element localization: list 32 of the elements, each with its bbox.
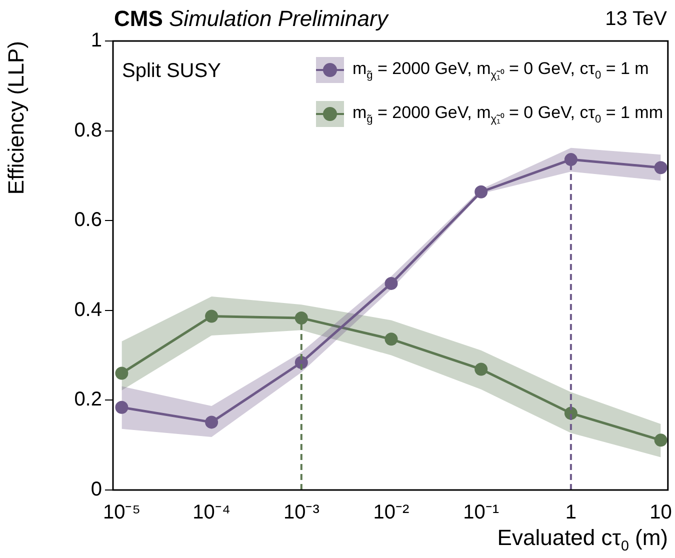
y-tick-label: 0.2 — [74, 388, 102, 411]
point — [474, 362, 488, 376]
point — [384, 276, 398, 290]
x-tick-label: 10⁻⁵ — [102, 502, 140, 524]
x-axis-title: Evaluated cτ$_{0}$ (m) — [497, 524, 668, 554]
y-tick-label: 0.6 — [74, 209, 102, 232]
point — [474, 185, 488, 198]
point — [294, 312, 308, 325]
y-tick-label: 0.8 — [74, 119, 102, 142]
x-tick-label: 10⁻³ — [283, 502, 320, 524]
y-tick-label: 0.4 — [74, 298, 102, 321]
point — [115, 366, 128, 380]
y-axis-title: Efficiency (LLP) — [3, 41, 28, 195]
annotation: Split SUSY — [122, 60, 221, 83]
text: 13 TeV — [605, 8, 667, 31]
point — [115, 400, 128, 414]
point — [654, 161, 668, 174]
x-tick-label: 1 — [565, 502, 577, 524]
legend-label: m$_{g̃}$ = 2000 GeV, m$_{χ̃₁⁰}$ = 0 GeV, cτ$_{0}$ = 1 m — [352, 58, 649, 82]
point — [205, 310, 218, 323]
y-tick-label: 0 — [90, 478, 102, 501]
x-tick-label: 10⁻⁴ — [192, 502, 230, 524]
point — [205, 416, 218, 429]
legend-label: m$_{g̃}$ = 2000 GeV, m$_{χ̃₁⁰}$ = 0 GeV, cτ$_{0}$ = 1 mm — [352, 102, 663, 126]
x-tick-label: 10⁻² — [373, 502, 410, 524]
chart-title: CMS Simulation Preliminary — [114, 6, 388, 31]
x-tick-label: 10⁻¹ — [463, 502, 500, 524]
point — [654, 434, 668, 447]
y-tick-label: 1 — [90, 30, 102, 52]
point — [564, 153, 578, 166]
x-tick-label: 10 — [650, 502, 672, 524]
point — [384, 332, 398, 346]
